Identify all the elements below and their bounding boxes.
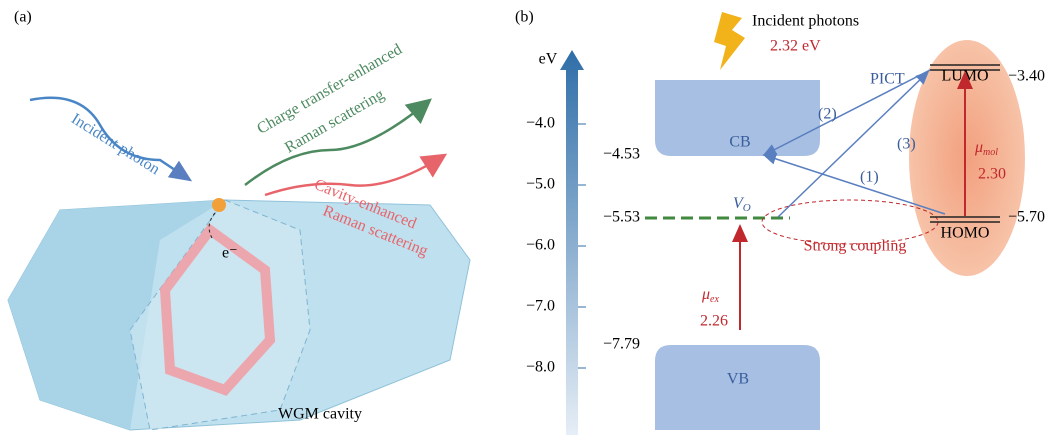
tick-label: −5.0 bbox=[526, 176, 555, 193]
mu-sub: ex bbox=[710, 294, 719, 305]
vo-label: VO bbox=[733, 195, 751, 214]
pict-label: PICT bbox=[870, 71, 905, 88]
mu-mol-value: 2.30 bbox=[978, 166, 1006, 183]
tick-label: −4.0 bbox=[526, 115, 555, 132]
cav-wave bbox=[265, 155, 445, 195]
lightning bbox=[714, 12, 745, 70]
photons-label: Incident photons bbox=[752, 13, 859, 30]
electron-label: e⁻ bbox=[222, 245, 238, 262]
homo-label: HOMO bbox=[941, 225, 990, 242]
level-label: −7.79 bbox=[603, 336, 640, 353]
energy-axis bbox=[560, 50, 584, 435]
vb-label: VB bbox=[727, 371, 749, 388]
mu-ex: μex bbox=[701, 286, 719, 306]
level-label: −3.40 bbox=[1008, 68, 1045, 85]
step-label: (3) bbox=[897, 136, 916, 153]
mu-ex-value: 2.26 bbox=[700, 313, 728, 330]
vo-sub: O bbox=[743, 202, 751, 214]
mu: μ bbox=[701, 286, 710, 303]
tick-label: −8.0 bbox=[526, 359, 555, 376]
step-label: (2) bbox=[818, 106, 837, 123]
coupling-label: Strong coupling bbox=[804, 238, 907, 255]
mu: μ bbox=[974, 139, 983, 156]
incident-label: Incident photon bbox=[68, 110, 163, 178]
panel-label: (b) bbox=[515, 9, 534, 26]
figure: (a) Incident photon Charge transfer-enha… bbox=[0, 0, 1054, 437]
tick-label: −6.0 bbox=[526, 237, 555, 254]
cavity-label: WGM cavity bbox=[278, 406, 362, 423]
axis-unit: eV bbox=[539, 51, 558, 68]
mu-sub: mol bbox=[983, 147, 998, 158]
ct-label: Raman scattering bbox=[282, 86, 387, 156]
level-label: −5.70 bbox=[1008, 209, 1045, 226]
cb-label: CB bbox=[729, 134, 750, 151]
photon-energy: 2.32 eV bbox=[770, 38, 821, 55]
step-label: (1) bbox=[860, 169, 879, 186]
level-label: −4.53 bbox=[603, 146, 640, 163]
level-label: −5.53 bbox=[603, 209, 640, 226]
panel-label: (a) bbox=[14, 9, 32, 26]
tick-label: −7.0 bbox=[526, 298, 555, 315]
